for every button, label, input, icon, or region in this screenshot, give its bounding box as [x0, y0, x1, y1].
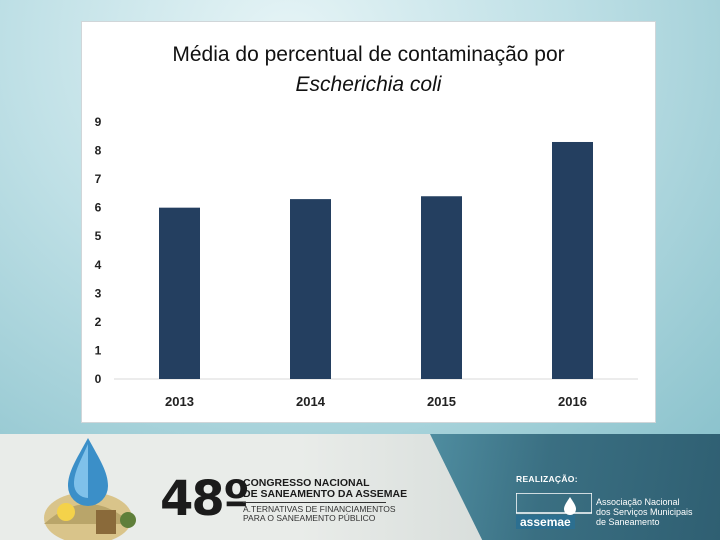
chart-card: Média do percentual de contaminação por … [81, 21, 656, 423]
chart-title-line1: Média do percentual de contaminação por [172, 43, 565, 66]
bar-chart: 0 1 2 3 4 5 6 7 8 9 2013 2014 2015 2016 [95, 115, 638, 409]
footer-dark-panel [430, 434, 720, 540]
event-subtitle: A.TERNATIVAS DE FINANCIAMENTOS PARA O SA… [243, 504, 396, 523]
chart-title-line2: Escherichia coli [295, 73, 442, 96]
y-tick-label: 0 [95, 372, 102, 386]
chart-title: Média do percentual de contaminação por … [82, 40, 655, 100]
x-tick-label: 2016 [558, 394, 587, 409]
y-tick-label: 7 [95, 172, 102, 186]
bar-2015 [421, 196, 462, 379]
event-divider [243, 502, 386, 503]
footer-banner [0, 434, 720, 540]
y-tick-label: 2 [95, 315, 102, 329]
y-tick-label: 5 [95, 229, 102, 243]
assemae-wordmark: assemae [516, 515, 575, 529]
y-tick-label: 8 [95, 144, 102, 158]
assemae-org-name: Associação Nacional dos Serviços Municip… [596, 497, 693, 527]
congress-logo-icon [44, 438, 136, 540]
bar-2016 [552, 141, 593, 379]
bar-2014 [290, 199, 331, 379]
realizacao-label: REALIZAÇÃO: [516, 474, 578, 484]
assemae-logo-icon [516, 493, 592, 515]
event-number: 48º [160, 471, 250, 527]
x-tick-label: 2014 [296, 394, 326, 409]
y-tick-label: 4 [95, 258, 102, 272]
y-tick-label: 3 [95, 286, 102, 300]
x-tick-label: 2015 [427, 394, 456, 409]
event-title: CONGRESSO NACIONAL DE SANEAMENTO DA ASSE… [243, 477, 408, 500]
y-tick-label: 9 [95, 115, 102, 129]
y-tick-label: 6 [95, 201, 102, 215]
bar-2013 [159, 207, 200, 379]
y-tick-label: 1 [95, 343, 102, 357]
x-tick-label: 2013 [165, 394, 194, 409]
